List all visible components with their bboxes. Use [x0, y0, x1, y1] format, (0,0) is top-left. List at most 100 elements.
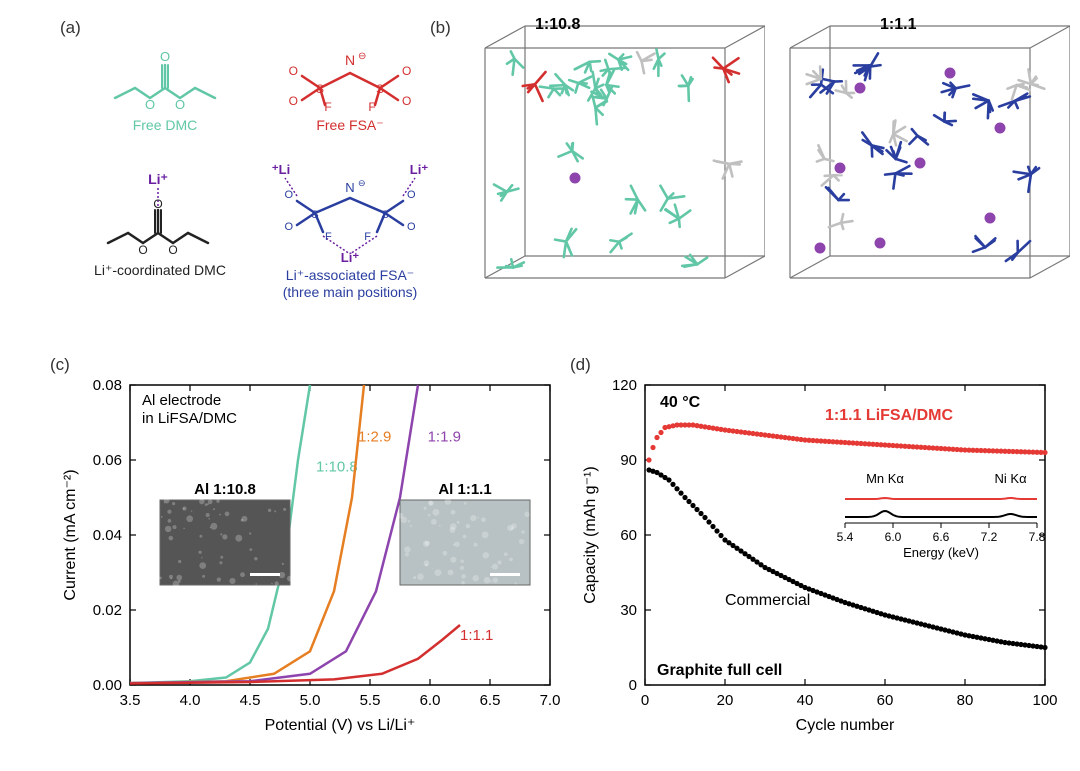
svg-text:100: 100	[1032, 692, 1057, 709]
dmc-structure-icon: O O O	[100, 43, 230, 113]
md-box-left-title: 1:10.8	[535, 16, 580, 34]
svg-text:60: 60	[877, 692, 894, 709]
svg-text:O: O	[407, 221, 416, 233]
svg-text:Ni Kα: Ni Kα	[995, 471, 1028, 486]
panel-b: (b) 1:10.8 1:1.1	[430, 18, 1070, 308]
svg-text:0.06: 0.06	[93, 452, 122, 469]
svg-text:1:1.1 LiFSA/DMC: 1:1.1 LiFSA/DMC	[825, 407, 953, 424]
svg-text:O: O	[402, 64, 411, 78]
svg-text:O: O	[284, 221, 293, 233]
md-box-right-title: 1:1.1	[880, 16, 916, 34]
svg-text:6.5: 6.5	[480, 692, 501, 709]
molecule-li-fsa: ⁺Li Li⁺ Li⁺ N ⊖ O O F O O F S S Li⁺-asso…	[255, 158, 445, 300]
molecule-li-dmc: Li⁺ O O O Li⁺-coordinated DMC	[90, 168, 230, 279]
svg-text:O: O	[145, 97, 155, 112]
svg-text:F: F	[364, 231, 371, 243]
svg-text:S: S	[316, 82, 324, 96]
svg-text:0.00: 0.00	[93, 677, 122, 694]
svg-text:S: S	[311, 209, 318, 221]
svg-text:F: F	[368, 100, 375, 113]
svg-text:4.5: 4.5	[240, 692, 261, 709]
panel-d-chart: 0 20 40 60 80 100 0 30 60 90 120 Cycle number Capaci…	[570, 355, 1080, 755]
svg-text:Energy (keV): Energy (keV)	[903, 545, 979, 560]
svg-text:1:10.8: 1:10.8	[316, 458, 358, 475]
svg-text:4.0: 4.0	[180, 692, 201, 709]
svg-text:0.02: 0.02	[93, 602, 122, 619]
md-box-right: 1:1.1	[770, 18, 1070, 313]
svg-text:in LiFSA/DMC: in LiFSA/DMC	[142, 410, 237, 427]
svg-text:Graphite full cell: Graphite full cell	[657, 662, 782, 679]
svg-text:⊖: ⊖	[358, 178, 366, 188]
svg-text:120: 120	[612, 377, 637, 394]
panel-a: (a) O O O Free DMC N ⊖ O O F O	[60, 18, 440, 308]
svg-text:60: 60	[620, 527, 637, 544]
svg-text:0.08: 0.08	[93, 377, 122, 394]
svg-text:O: O	[289, 94, 298, 108]
svg-text:7.2: 7.2	[981, 530, 998, 544]
svg-text:O: O	[168, 243, 177, 257]
md-box-right-icon	[770, 18, 1070, 308]
svg-text:O: O	[402, 94, 411, 108]
svg-text:0: 0	[641, 692, 649, 709]
svg-text:F: F	[325, 231, 332, 243]
panel-b-label: (b)	[430, 18, 451, 38]
svg-text:Al 1:1.1: Al 1:1.1	[438, 481, 491, 498]
svg-text:O: O	[160, 49, 170, 64]
svg-text:40: 40	[797, 692, 814, 709]
svg-text:20: 20	[717, 692, 734, 709]
molecule-free-dmc: O O O Free DMC	[100, 43, 230, 133]
md-box-left: 1:10.8	[465, 18, 765, 313]
svg-text:5.5: 5.5	[360, 692, 381, 709]
svg-text:0: 0	[629, 677, 637, 694]
svg-text:Capacity (mAh g⁻¹): Capacity (mAh g⁻¹)	[582, 466, 599, 603]
panel-a-label: (a)	[60, 18, 81, 38]
svg-text:⊖: ⊖	[358, 51, 366, 62]
svg-text:Cycle number: Cycle number	[796, 717, 895, 734]
svg-text:Mn Kα: Mn Kα	[866, 471, 904, 486]
svg-text:O: O	[289, 64, 298, 78]
svg-text:90: 90	[620, 452, 637, 469]
svg-text:Current (mA cm⁻²): Current (mA cm⁻²)	[62, 469, 79, 600]
fsa-structure-icon: N ⊖ O O F O O F S S	[270, 43, 430, 113]
li-label: Li⁺	[148, 171, 168, 187]
svg-text:7.0: 7.0	[540, 692, 561, 709]
svg-text:S: S	[381, 209, 388, 221]
svg-text:O: O	[284, 189, 293, 201]
svg-text:F: F	[324, 100, 331, 113]
li-dmc-caption: Li⁺-coordinated DMC	[94, 262, 226, 279]
svg-text:Commercial: Commercial	[725, 592, 810, 609]
svg-text:6.0: 6.0	[885, 530, 902, 544]
panel-d: (d) 0204060801000306090120Cycle numberCa…	[570, 355, 1070, 755]
md-box-left-icon	[465, 18, 765, 308]
svg-text:1:2.9: 1:2.9	[358, 428, 391, 445]
svg-text:N: N	[345, 180, 354, 195]
molecule-free-fsa: N ⊖ O O F O O F S S Free FSA⁻	[270, 43, 430, 134]
svg-text:Li⁺: Li⁺	[410, 162, 429, 177]
free-dmc-caption: Free DMC	[133, 117, 198, 133]
svg-text:40 °C: 40 °C	[660, 394, 701, 411]
svg-text:O: O	[407, 189, 416, 201]
free-fsa-caption: Free FSA⁻	[316, 117, 383, 134]
svg-text:5.0: 5.0	[300, 692, 321, 709]
svg-text:Potential (V) vs Li/Li⁺: Potential (V) vs Li/Li⁺	[265, 717, 416, 734]
svg-text:30: 30	[620, 602, 637, 619]
panel-c: (c) 3.54.04.55.05.56.06.57.00.000.020.04…	[50, 355, 560, 755]
li-fsa-caption: Li⁺-associated FSA⁻ (three main position…	[283, 267, 418, 300]
svg-text:N: N	[345, 52, 355, 68]
svg-text:Al electrode: Al electrode	[142, 392, 221, 409]
svg-text:1:1.9: 1:1.9	[428, 428, 461, 445]
li-fsa-structure-icon: ⁺Li Li⁺ Li⁺ N ⊖ O O F O O F S S	[255, 158, 445, 263]
svg-text:Al 1:10.8: Al 1:10.8	[194, 481, 256, 498]
panel-c-chart: 3.54.04.55.05.56.06.57.00.000.020.040.06…	[50, 355, 570, 755]
svg-text:⁺Li: ⁺Li	[272, 162, 290, 177]
li-dmc-structure-icon: Li⁺ O O O	[90, 168, 230, 258]
svg-text:S: S	[376, 82, 384, 96]
svg-text:5.4: 5.4	[837, 530, 854, 544]
svg-text:O: O	[175, 97, 185, 112]
svg-text:80: 80	[957, 692, 974, 709]
svg-text:7.8: 7.8	[1029, 530, 1046, 544]
svg-text:6.0: 6.0	[420, 692, 441, 709]
svg-text:1:1.1: 1:1.1	[460, 627, 493, 644]
svg-text:0.04: 0.04	[93, 527, 122, 544]
svg-text:O: O	[153, 197, 162, 211]
